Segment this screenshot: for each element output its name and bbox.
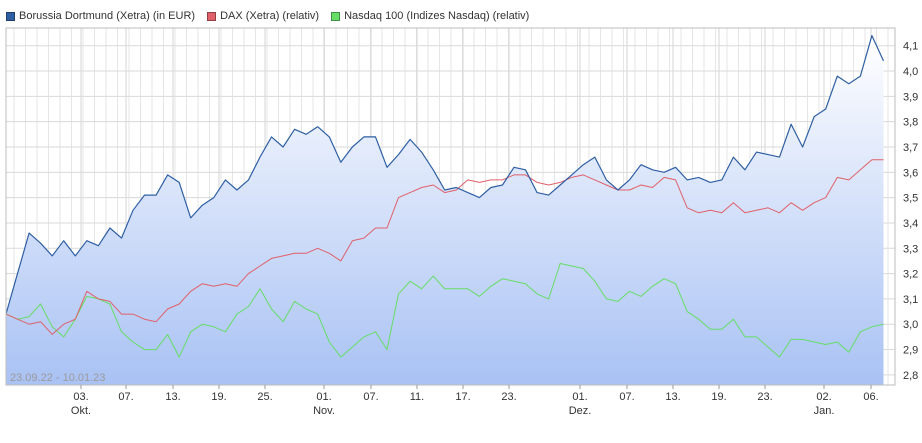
- y-tick-label: 4,0: [903, 66, 918, 78]
- x-tick-label: 03.: [73, 391, 88, 403]
- y-tick-label: 3,9: [903, 91, 918, 103]
- date-range-label: 23.09.22 - 10.01.23: [10, 372, 105, 384]
- x-tick-label: 06.: [863, 391, 878, 403]
- x-month-label: Okt.: [71, 405, 91, 417]
- legend-item-nasdaq[interactable]: Nasdaq 100 (Indizes Nasdaq) (relativ): [331, 10, 529, 22]
- plot-frame: [5, 27, 896, 386]
- x-month-label: Jan.: [814, 405, 835, 417]
- y-tick-label: 3,6: [903, 167, 918, 179]
- series-line-nasdaq: [5, 263, 884, 358]
- area-fill-bvb: [6, 35, 884, 385]
- legend-swatch-dax: [207, 11, 217, 21]
- x-tick-label: 19.: [211, 391, 226, 403]
- x-tick-label: 23.: [757, 391, 772, 403]
- x-tick-label: 07.: [363, 391, 378, 403]
- x-tick-label: 02.: [816, 391, 831, 403]
- series-lines: [5, 27, 896, 386]
- y-axis: 2,8 2,9 3,0 3,1 3,2 3,3 3,4 3,5 3,6 3,7 3,8 3,9 4,0 4…: [903, 41, 918, 382]
- x-tick-label: 01.: [572, 391, 587, 403]
- x-tick-label: 17.: [455, 391, 470, 403]
- legend-label-nasdaq: Nasdaq 100 (Indizes Nasdaq) (relativ): [344, 10, 530, 22]
- y-tick-label: 3,2: [903, 269, 918, 281]
- y-tick-label: 2,9: [903, 345, 918, 357]
- x-tick-label: 07.: [619, 391, 634, 403]
- x-tick-label: 13.: [665, 391, 680, 403]
- series-line-dax: [5, 159, 884, 335]
- series-line-bvb: [5, 34, 885, 315]
- legend-label-bvb: Borussia Dortmund (Xetra) (in EUR): [19, 10, 196, 22]
- y-tick-label: 2,8: [903, 370, 918, 382]
- x-tick-label: 13.: [165, 391, 180, 403]
- chart-legend: Borussia Dortmund (Xetra) (in EUR) DAX (…: [6, 9, 541, 23]
- y-tick-label: 3,1: [903, 294, 918, 306]
- x-axis: 03. 07. 13. 19. 25. 01. 07. 11. 17. 23. 01. 07. 13. 1…: [71, 385, 879, 417]
- legend-swatch-nasdaq: [331, 11, 341, 21]
- y-tick-label: 3,4: [903, 218, 918, 230]
- x-month-label: Nov.: [313, 405, 335, 417]
- x-tick-label: 19.: [711, 391, 726, 403]
- legend-label-dax: DAX (Xetra) (relativ): [220, 10, 320, 22]
- x-tick-label: 07.: [118, 391, 133, 403]
- legend-swatch-bvb: [6, 11, 15, 21]
- y-tick-label: 3,5: [903, 193, 918, 205]
- x-tick-label: 01.: [316, 391, 331, 403]
- x-month-label: Dez.: [569, 405, 592, 417]
- y-tick-label: 3,3: [903, 243, 918, 255]
- legend-item-dax[interactable]: DAX (Xetra) (relativ): [207, 10, 319, 22]
- x-tick-label: 25.: [257, 391, 272, 403]
- x-tick-label: 23.: [501, 391, 516, 403]
- y-tick-label: 3,0: [903, 319, 918, 331]
- legend-item-bvb[interactable]: Borussia Dortmund (Xetra) (in EUR): [6, 10, 195, 22]
- y-tick-label: 3,7: [903, 142, 918, 154]
- y-tick-label: 4,1: [903, 41, 918, 53]
- y-tick-label: 3,8: [903, 117, 918, 129]
- x-tick-label: 11.: [410, 391, 424, 403]
